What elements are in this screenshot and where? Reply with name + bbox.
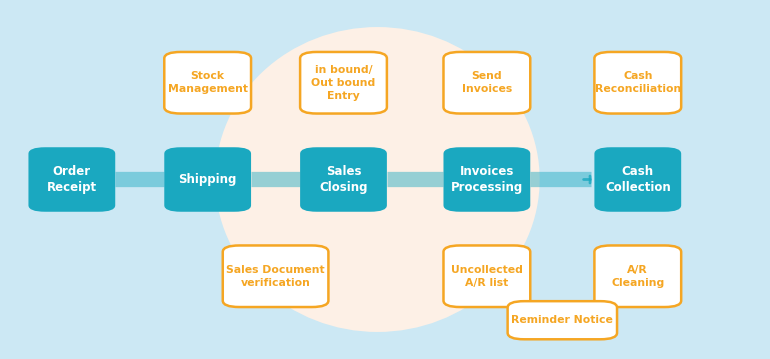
Text: Invoices
Processing: Invoices Processing [450,165,523,194]
FancyBboxPatch shape [444,52,531,113]
Text: Uncollected
A/R list: Uncollected A/R list [451,265,523,288]
FancyBboxPatch shape [594,246,681,307]
Ellipse shape [215,27,540,332]
FancyBboxPatch shape [444,246,531,307]
FancyBboxPatch shape [594,52,681,113]
FancyBboxPatch shape [300,147,387,212]
Text: Stock
Management: Stock Management [168,71,248,94]
FancyBboxPatch shape [28,147,115,212]
FancyBboxPatch shape [300,52,387,113]
Text: Reminder Notice: Reminder Notice [511,315,613,325]
Text: A/R
Cleaning: A/R Cleaning [611,265,665,288]
FancyBboxPatch shape [164,147,251,212]
Text: Sales
Closing: Sales Closing [320,165,368,194]
FancyBboxPatch shape [507,301,617,339]
Text: in bound/
Out bound
Entry: in bound/ Out bound Entry [311,65,376,101]
FancyBboxPatch shape [444,147,531,212]
Text: Shipping: Shipping [179,173,237,186]
FancyBboxPatch shape [164,52,251,113]
Text: Order
Receipt: Order Receipt [47,165,97,194]
Text: Cash
Reconciliation: Cash Reconciliation [594,71,681,94]
FancyBboxPatch shape [594,147,681,212]
FancyBboxPatch shape [223,246,328,307]
Text: Send
Invoices: Send Invoices [462,71,512,94]
Text: Sales Document
verification: Sales Document verification [226,265,325,288]
Text: Cash
Collection: Cash Collection [605,165,671,194]
